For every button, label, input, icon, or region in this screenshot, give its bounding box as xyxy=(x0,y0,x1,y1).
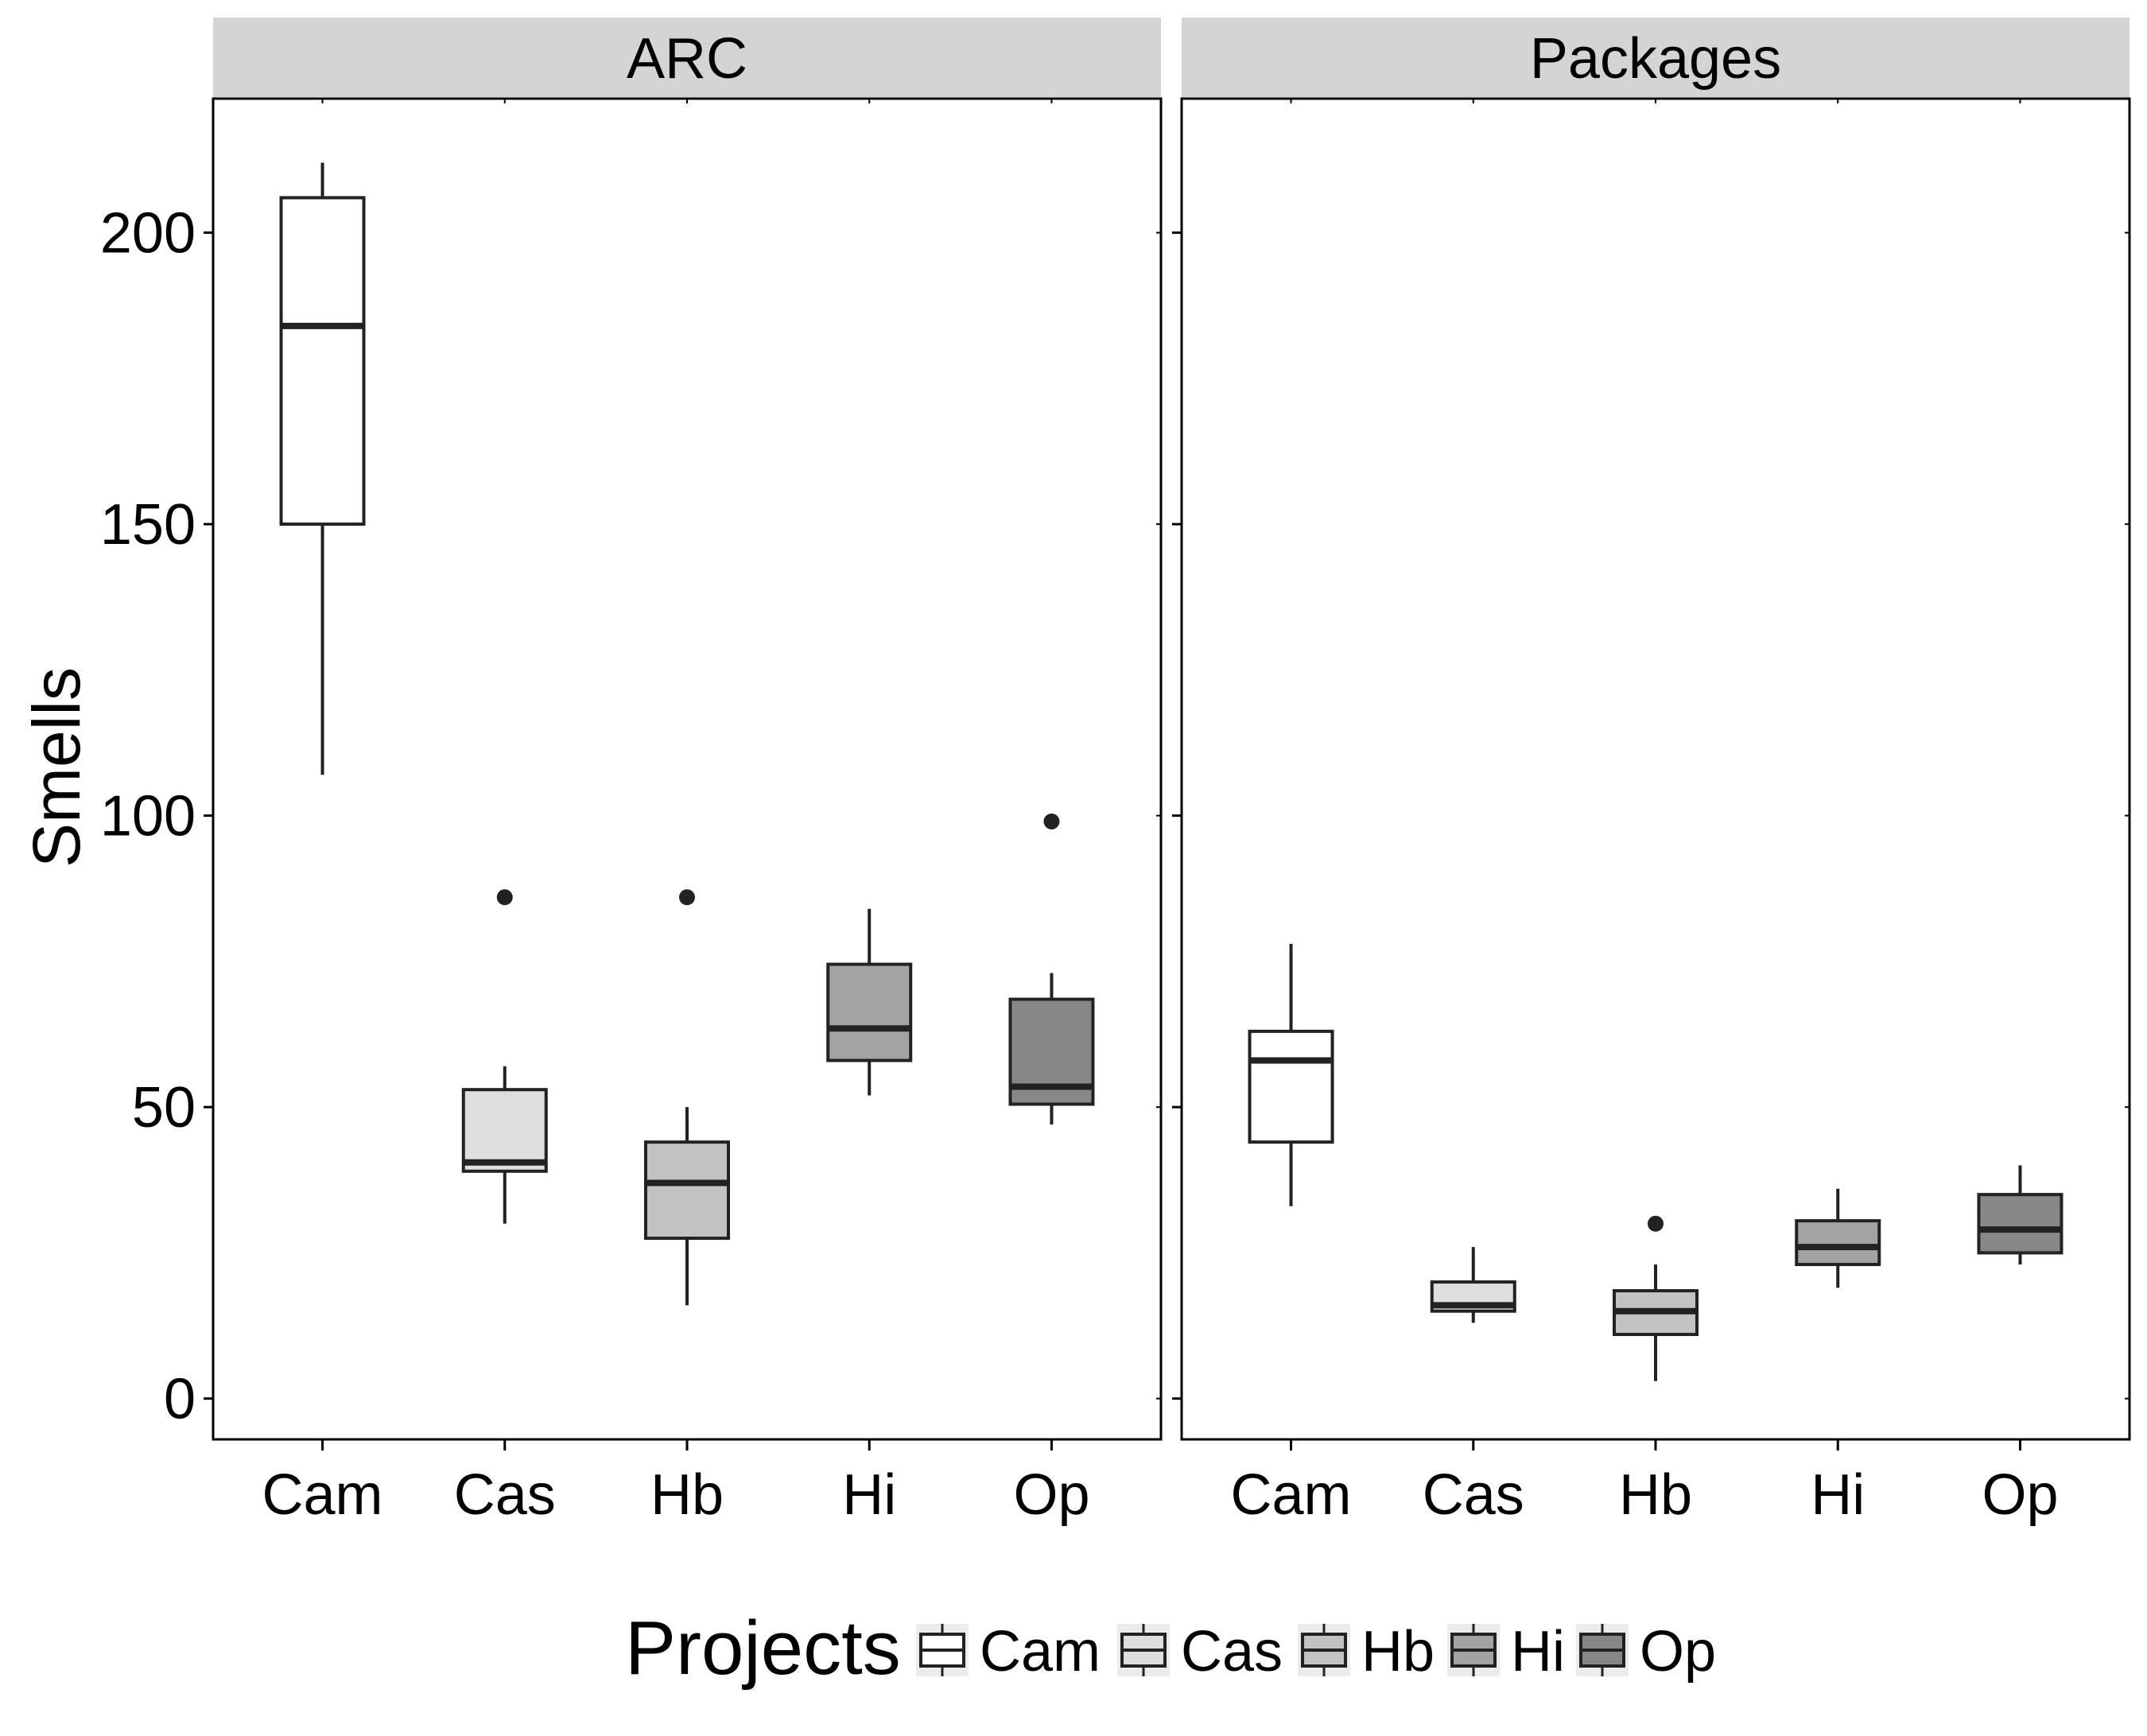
x-tick-label: Cas xyxy=(1423,1463,1524,1527)
y-axis-label: Smells xyxy=(19,667,94,868)
legend-label: Cas xyxy=(1181,1620,1283,1684)
box-iqr xyxy=(644,1140,730,1241)
facet-title: Packages xyxy=(1530,27,1781,91)
facet-strip xyxy=(213,17,1161,97)
box-cas xyxy=(461,889,548,1224)
x-tick-label: Hb xyxy=(1619,1463,1692,1527)
legend-label: Op xyxy=(1640,1620,1716,1684)
box-iqr xyxy=(1795,1219,1881,1267)
x-tick-label: Hi xyxy=(842,1463,896,1527)
legend-item-cam: Cam xyxy=(916,1620,1101,1684)
outlier-point xyxy=(496,889,513,906)
x-tick-label: Op xyxy=(1013,1463,1089,1527)
facet-strip xyxy=(1182,17,2130,97)
box-cam xyxy=(1248,943,1334,1206)
box-hb xyxy=(644,889,730,1306)
facets: ARC Cam Cas Hb Hi Op Packages Cam Cas Hb Hi Op xyxy=(204,17,2131,1527)
box-hi xyxy=(1795,1188,1881,1288)
box-op xyxy=(1008,813,1095,1125)
outlier-point xyxy=(679,889,695,906)
legend-label: Hi xyxy=(1511,1620,1565,1684)
y-tick-label: 50 xyxy=(132,1076,196,1140)
box-iqr xyxy=(1977,1193,2064,1255)
x-tick-label: Hi xyxy=(1811,1463,1865,1527)
box-iqr xyxy=(1248,1029,1334,1144)
box-iqr xyxy=(826,962,913,1062)
box-iqr xyxy=(279,196,366,526)
legend-label: Cam xyxy=(980,1620,1101,1684)
y-tick-label: 200 xyxy=(100,202,196,266)
box-cas xyxy=(1430,1247,1516,1323)
facet-panel-packages: Packages Cam Cas Hb Hi Op xyxy=(1172,17,2131,1527)
legend-item-op: Op xyxy=(1576,1620,1716,1684)
facet-title: ARC xyxy=(627,27,747,91)
box-hi xyxy=(826,908,913,1096)
box-hb xyxy=(1613,1215,1699,1381)
legend: Projects Cam Cas Hb Hi Op xyxy=(625,1606,1716,1691)
y-tick-label: 100 xyxy=(100,785,196,849)
x-tick-label: Cam xyxy=(262,1463,383,1527)
y-tick-label: 150 xyxy=(100,493,196,557)
legend-title: Projects xyxy=(625,1606,901,1691)
box-iqr xyxy=(461,1088,548,1173)
box-op xyxy=(1977,1165,2064,1265)
x-tick-label: Cas xyxy=(454,1463,556,1527)
x-tick-label: Op xyxy=(1982,1463,2058,1527)
facet-panel-arc: ARC Cam Cas Hb Hi Op xyxy=(204,17,1163,1527)
outlier-point xyxy=(1648,1215,1664,1232)
outlier-point xyxy=(1043,813,1060,829)
x-tick-label: Hb xyxy=(650,1463,724,1527)
y-tick-label: 0 xyxy=(164,1368,196,1431)
y-axis: 0 50 100 150 200 xyxy=(100,202,196,1431)
legend-item-hi: Hi xyxy=(1447,1620,1565,1684)
box-cam xyxy=(279,162,366,775)
legend-label: Hb xyxy=(1361,1620,1435,1684)
legend-item-cas: Cas xyxy=(1117,1620,1283,1684)
legend-item-hb: Hb xyxy=(1298,1620,1435,1684)
x-tick-label: Cam xyxy=(1231,1463,1352,1527)
